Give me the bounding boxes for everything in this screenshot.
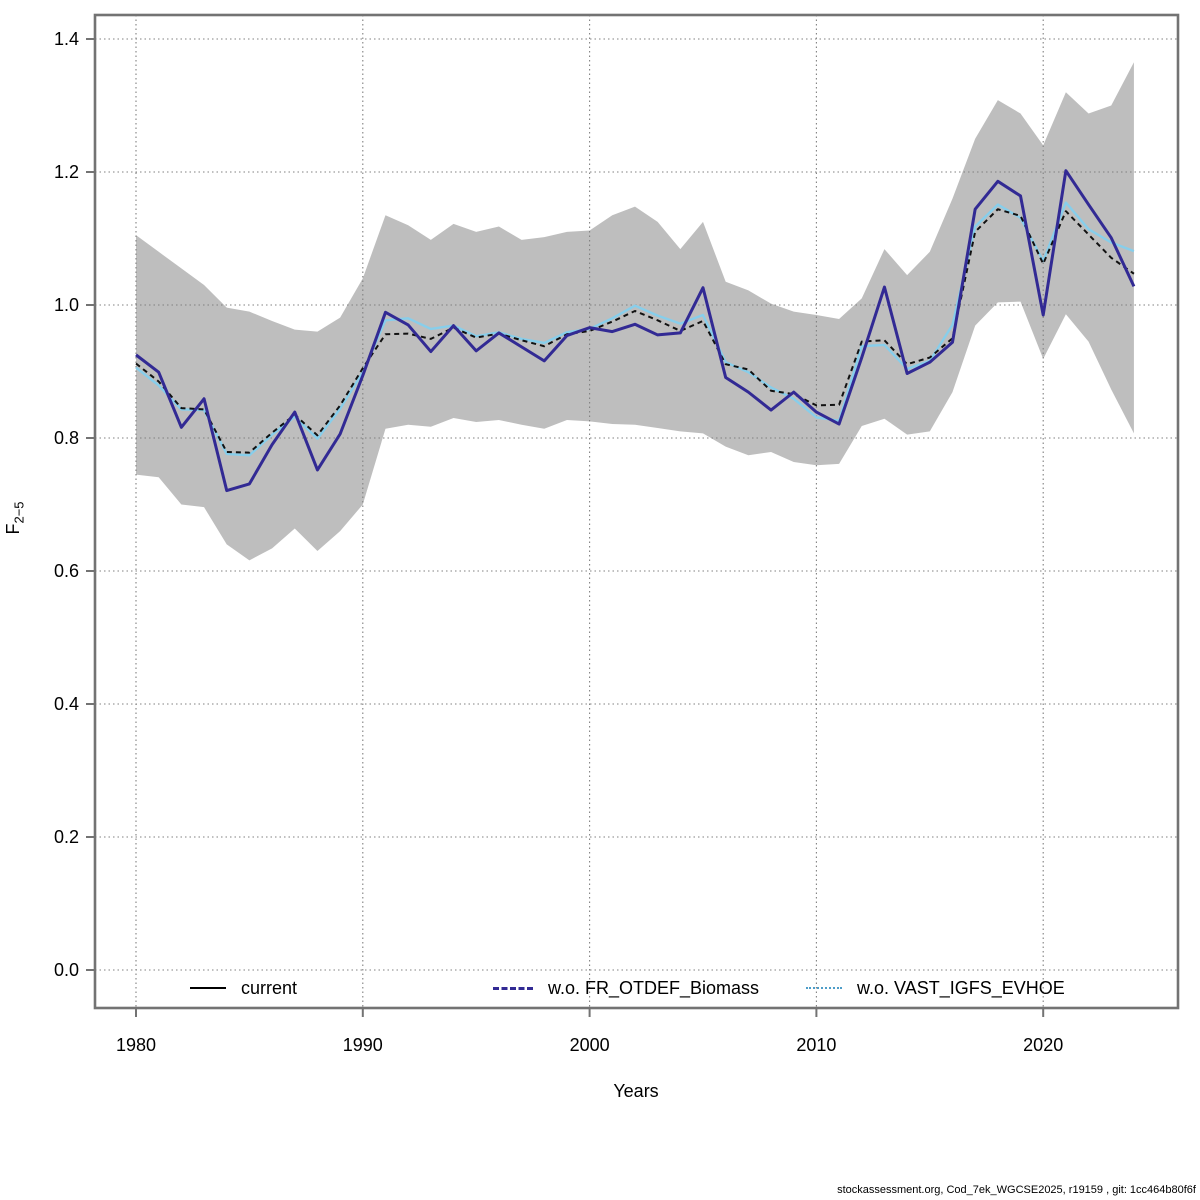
series-line-current [135,208,1135,454]
y-tick-label-1.2: 1.2 [54,162,79,182]
y-axis-title-base: F [3,523,23,535]
y-tick-label-0.0: 0.0 [54,960,79,980]
legend-item-vast-igfs-evhoe: w.o. VAST_IGFS_EVHOE [806,977,1065,999]
credit-text: stockassessment.org, Cod_7ek_WGCSE2025, … [837,1184,1196,1196]
legend-item-fr-otdef-biomass: w.o. FR_OTDEF_Biomass [493,977,759,999]
y-tick-label-1.4: 1.4 [54,29,79,49]
y-axis-title-subscript: 2−5 [11,501,27,524]
legend-label-vast-igfs-evhoe: w.o. VAST_IGFS_EVHOE [857,977,1065,998]
legend-item-current: current [190,977,297,999]
x-axis-title: Years [613,1081,659,1101]
y-tick-label-0.2: 0.2 [54,827,79,847]
legend-label-fr-otdef-biomass: w.o. FR_OTDEF_Biomass [548,977,760,998]
y-tick-label-1.0: 1.0 [54,295,79,315]
legend-line-swatch-dashed [493,986,533,990]
x-tick-label-1990: 1990 [343,1035,383,1055]
y-axis-title: F2−5 [3,488,27,548]
x-tick-label-2010: 2010 [796,1035,836,1055]
y-tick-label-0.4: 0.4 [54,694,79,714]
y-tick-label-0.8: 0.8 [54,428,79,448]
legend-line-swatch-solid [190,987,226,989]
series-line-w-o-fr-otdef-biomass [135,169,1136,493]
x-tick-label-1980: 1980 [116,1035,156,1055]
legend-label-current: current [241,977,298,998]
x-tick-label-2000: 2000 [570,1035,610,1055]
legend-line-swatch-dotted [806,987,842,989]
x-tick-label-2020: 2020 [1023,1035,1063,1055]
plot-border [93,13,1180,1010]
y-tick-label-0.6: 0.6 [54,561,79,581]
